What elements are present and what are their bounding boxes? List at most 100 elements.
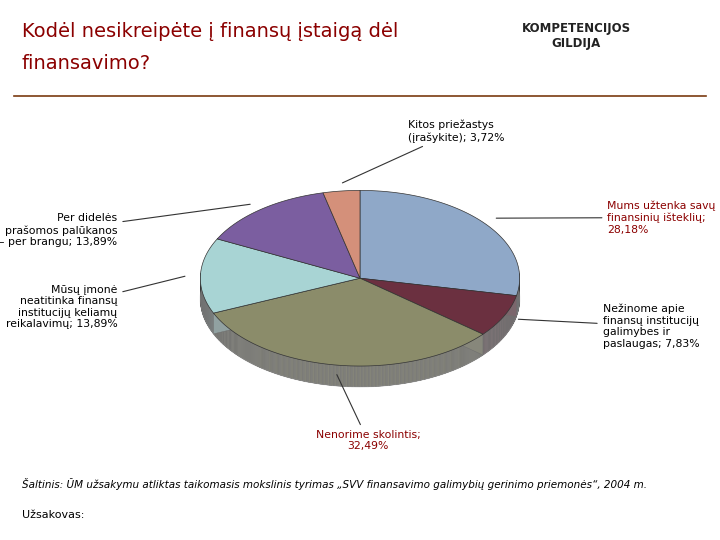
Polygon shape <box>396 363 397 384</box>
Polygon shape <box>258 346 260 367</box>
Polygon shape <box>237 334 238 355</box>
Polygon shape <box>452 349 454 370</box>
Polygon shape <box>489 329 490 350</box>
Polygon shape <box>234 332 235 354</box>
Polygon shape <box>288 356 289 377</box>
Polygon shape <box>411 361 413 382</box>
Polygon shape <box>269 350 270 372</box>
Text: Kodėl nesikreipėte į finansų įstaigą dėl: Kodėl nesikreipėte į finansų įstaigą dėl <box>22 22 398 40</box>
Polygon shape <box>246 340 247 361</box>
Polygon shape <box>366 366 367 387</box>
Polygon shape <box>254 344 256 366</box>
Polygon shape <box>281 354 282 375</box>
Polygon shape <box>456 348 458 369</box>
Polygon shape <box>445 352 446 373</box>
Polygon shape <box>418 360 419 381</box>
Polygon shape <box>284 355 286 377</box>
Polygon shape <box>227 327 228 348</box>
Polygon shape <box>314 362 315 383</box>
Polygon shape <box>230 329 231 350</box>
Polygon shape <box>228 328 229 349</box>
Polygon shape <box>301 360 302 381</box>
Polygon shape <box>410 361 411 382</box>
Polygon shape <box>260 347 261 368</box>
Polygon shape <box>332 364 333 386</box>
Text: Nežinome apie
finansų institucijų
galimybes ir
paslaugas; 7,83%: Nežinome apie finansų institucijų galimy… <box>518 303 699 349</box>
Polygon shape <box>298 359 300 380</box>
Polygon shape <box>491 328 492 349</box>
Polygon shape <box>238 335 240 356</box>
Polygon shape <box>236 334 237 355</box>
Polygon shape <box>415 360 416 381</box>
Polygon shape <box>328 364 329 385</box>
Polygon shape <box>356 366 357 387</box>
Polygon shape <box>354 366 356 387</box>
Polygon shape <box>304 360 305 381</box>
Polygon shape <box>307 361 309 382</box>
Polygon shape <box>360 278 516 334</box>
Polygon shape <box>360 191 520 295</box>
Polygon shape <box>472 340 474 361</box>
Polygon shape <box>261 347 262 368</box>
Polygon shape <box>395 364 396 384</box>
Text: Kitos priežastys
(įrašykite); 3,72%: Kitos priežastys (įrašykite); 3,72% <box>343 120 505 183</box>
Ellipse shape <box>200 211 520 387</box>
Polygon shape <box>463 345 464 366</box>
Polygon shape <box>223 323 224 345</box>
Polygon shape <box>493 326 494 347</box>
Polygon shape <box>225 326 226 347</box>
Polygon shape <box>360 278 483 355</box>
Polygon shape <box>424 359 426 380</box>
Polygon shape <box>388 364 390 386</box>
Polygon shape <box>496 323 497 345</box>
Polygon shape <box>413 361 415 382</box>
Polygon shape <box>270 350 271 372</box>
Polygon shape <box>464 344 465 366</box>
Polygon shape <box>325 364 326 385</box>
Polygon shape <box>266 349 268 370</box>
Polygon shape <box>200 239 360 313</box>
Polygon shape <box>426 357 428 379</box>
Polygon shape <box>335 365 336 386</box>
Polygon shape <box>326 364 328 385</box>
Polygon shape <box>438 354 439 376</box>
Polygon shape <box>350 366 351 387</box>
Text: finansavimo?: finansavimo? <box>22 54 150 73</box>
Polygon shape <box>333 365 335 386</box>
Polygon shape <box>296 359 297 380</box>
Polygon shape <box>359 366 360 387</box>
Polygon shape <box>297 359 298 380</box>
Polygon shape <box>434 356 436 377</box>
Polygon shape <box>229 328 230 350</box>
Polygon shape <box>282 355 283 376</box>
Polygon shape <box>256 345 258 366</box>
Polygon shape <box>441 353 443 374</box>
Polygon shape <box>419 360 420 381</box>
Polygon shape <box>249 341 251 363</box>
Polygon shape <box>213 278 360 334</box>
Polygon shape <box>287 356 288 377</box>
Polygon shape <box>462 345 463 367</box>
Polygon shape <box>318 363 320 384</box>
Polygon shape <box>446 352 447 373</box>
Polygon shape <box>263 348 264 369</box>
Polygon shape <box>294 358 296 379</box>
Polygon shape <box>353 366 354 387</box>
Polygon shape <box>363 366 364 387</box>
Polygon shape <box>344 366 346 387</box>
Polygon shape <box>397 363 399 384</box>
Polygon shape <box>371 366 372 387</box>
Polygon shape <box>348 366 350 387</box>
Polygon shape <box>241 337 243 359</box>
Text: KOMPETENCIJOS
GILDIJA: KOMPETENCIJOS GILDIJA <box>521 22 631 50</box>
Text: Mums užtenka savų
finansinių išteklių;
28,18%: Mums užtenka savų finansinių išteklių; 2… <box>496 200 716 235</box>
Polygon shape <box>436 355 438 376</box>
Polygon shape <box>262 348 263 369</box>
Polygon shape <box>274 353 276 374</box>
Polygon shape <box>403 362 404 383</box>
Polygon shape <box>444 353 445 374</box>
Polygon shape <box>495 324 496 346</box>
Polygon shape <box>251 342 252 364</box>
Polygon shape <box>233 332 234 353</box>
Polygon shape <box>494 325 495 347</box>
